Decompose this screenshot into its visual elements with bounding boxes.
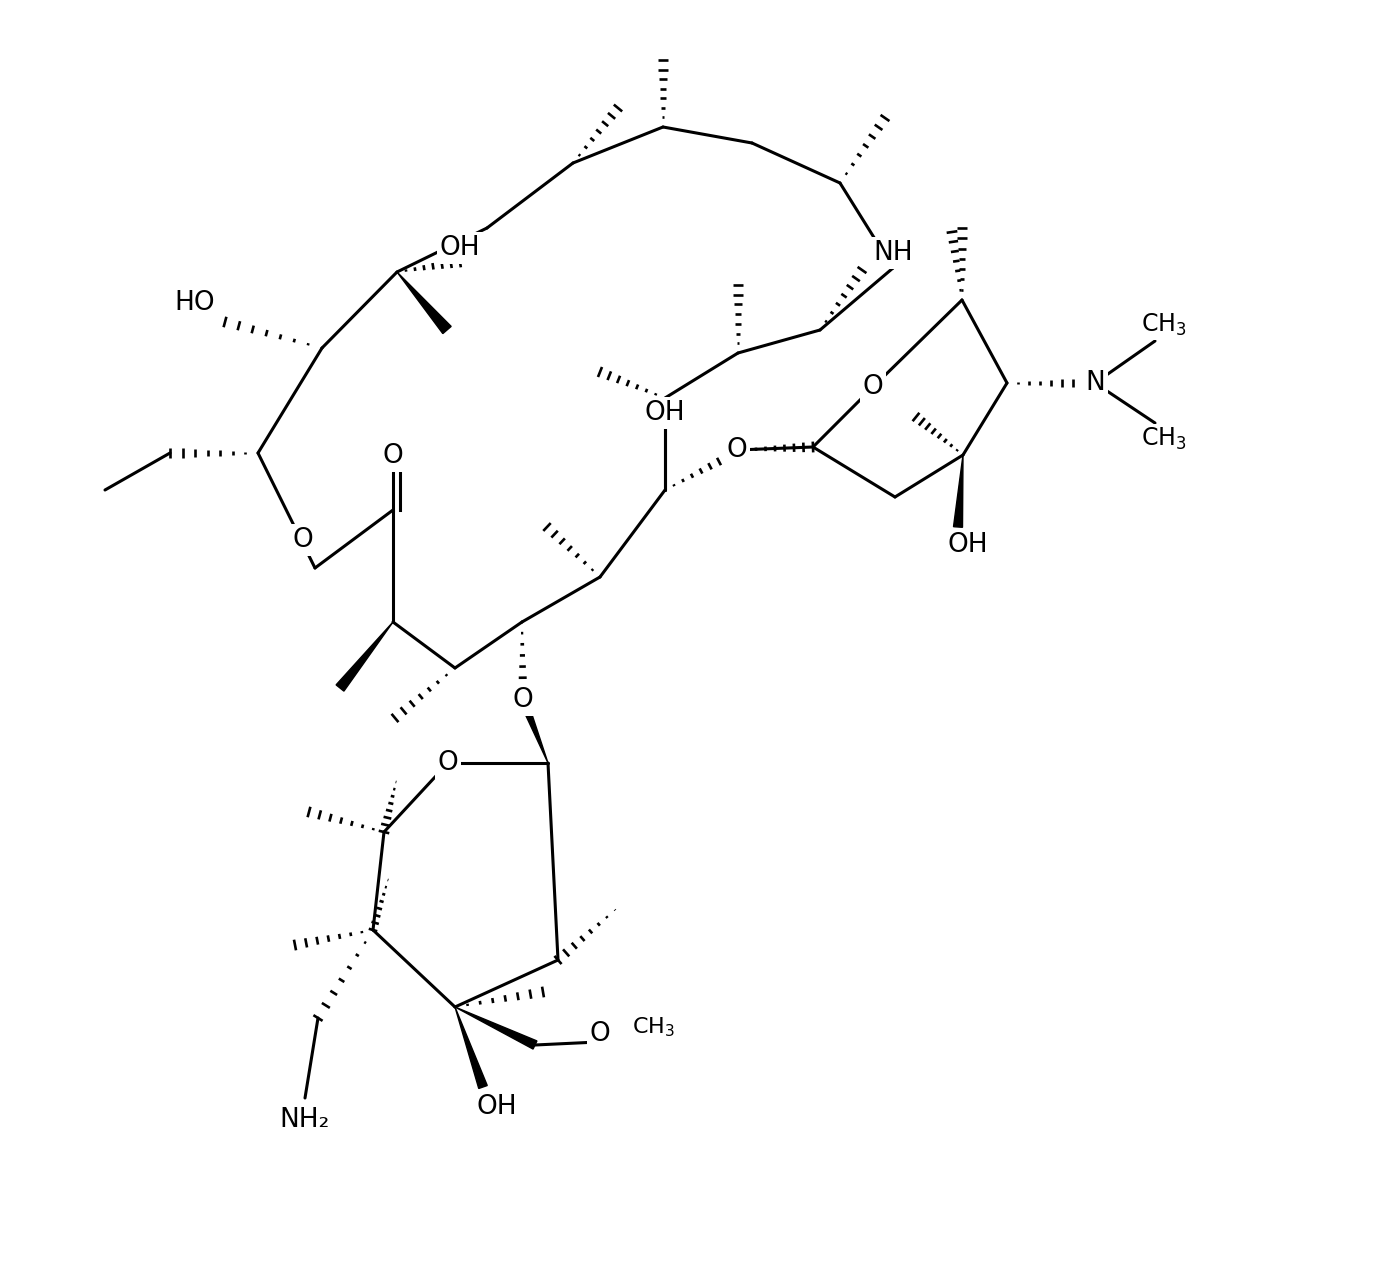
Text: CH$_3$: CH$_3$ xyxy=(632,1015,675,1039)
Text: O: O xyxy=(862,374,883,399)
Text: CH$_3$: CH$_3$ xyxy=(1141,312,1187,338)
Text: O: O xyxy=(293,527,314,553)
Text: CH$_3$: CH$_3$ xyxy=(1141,426,1187,452)
Text: NH: NH xyxy=(873,241,913,266)
Text: O: O xyxy=(383,443,404,468)
Polygon shape xyxy=(455,1007,537,1050)
Text: HO: HO xyxy=(175,291,215,316)
Polygon shape xyxy=(519,699,548,763)
Text: OH: OH xyxy=(948,532,988,558)
Text: O: O xyxy=(727,436,747,463)
Text: O: O xyxy=(437,750,458,776)
Text: OH: OH xyxy=(476,1094,518,1120)
Text: NH₂: NH₂ xyxy=(280,1107,330,1133)
Text: O: O xyxy=(512,687,533,713)
Polygon shape xyxy=(455,1007,487,1088)
Text: OH: OH xyxy=(644,399,686,426)
Text: O: O xyxy=(590,1021,611,1047)
Text: N: N xyxy=(1085,370,1105,396)
Text: OH: OH xyxy=(440,236,480,261)
Polygon shape xyxy=(336,622,393,691)
Polygon shape xyxy=(397,273,451,334)
Polygon shape xyxy=(954,454,963,527)
